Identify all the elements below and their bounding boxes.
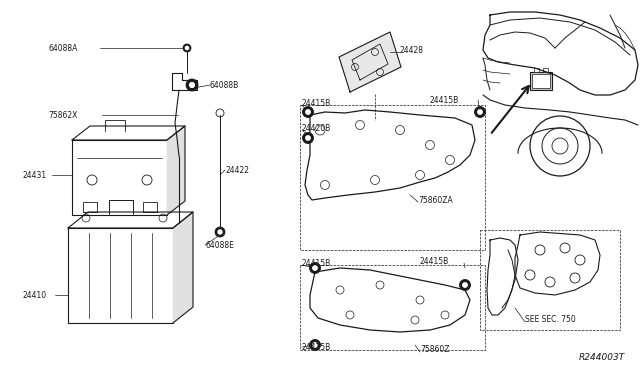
Text: 24415B: 24415B	[302, 343, 332, 352]
Polygon shape	[339, 32, 401, 92]
Text: 24422: 24422	[225, 166, 249, 174]
Circle shape	[460, 279, 470, 291]
Circle shape	[463, 283, 467, 287]
Circle shape	[186, 79, 198, 91]
Polygon shape	[173, 212, 193, 323]
Text: R244003T: R244003T	[579, 353, 625, 362]
Bar	[300, 265, 485, 350]
Circle shape	[183, 44, 191, 52]
Text: 24428: 24428	[400, 45, 424, 55]
Text: 64088E: 64088E	[205, 241, 234, 250]
Text: SEE SEC. 750: SEE SEC. 750	[525, 315, 576, 324]
Circle shape	[218, 230, 222, 234]
Circle shape	[313, 343, 317, 347]
Bar	[143, 202, 157, 212]
Circle shape	[306, 136, 310, 140]
Text: 24415B: 24415B	[302, 259, 332, 267]
Text: 24415B: 24415B	[420, 257, 449, 266]
Text: 24415B: 24415B	[302, 99, 332, 108]
Bar	[480, 230, 620, 330]
Bar	[534, 68, 539, 72]
Bar	[72, 140, 167, 215]
Bar	[300, 105, 485, 250]
Circle shape	[303, 132, 314, 144]
Circle shape	[474, 106, 486, 118]
Text: 24415B: 24415B	[430, 96, 460, 105]
Circle shape	[313, 266, 317, 270]
Text: 75862X: 75862X	[48, 110, 77, 119]
Text: 24420B: 24420B	[302, 124, 332, 132]
Circle shape	[478, 110, 482, 114]
Bar	[530, 72, 552, 90]
Polygon shape	[167, 126, 185, 215]
Circle shape	[306, 110, 310, 114]
Circle shape	[310, 340, 321, 350]
Circle shape	[310, 263, 321, 273]
Bar	[68, 228, 173, 323]
Text: 64088B: 64088B	[210, 80, 239, 90]
Bar	[532, 74, 550, 88]
Text: 24410: 24410	[22, 291, 46, 299]
Text: 24431: 24431	[22, 170, 46, 180]
Text: 64088A: 64088A	[48, 44, 77, 52]
Circle shape	[303, 106, 314, 118]
Bar	[543, 68, 548, 72]
Text: 75860ZA: 75860ZA	[418, 196, 452, 205]
Circle shape	[189, 83, 195, 87]
Bar	[83, 202, 97, 212]
Text: 75860Z: 75860Z	[420, 346, 449, 355]
Circle shape	[186, 46, 189, 49]
Circle shape	[215, 227, 225, 237]
